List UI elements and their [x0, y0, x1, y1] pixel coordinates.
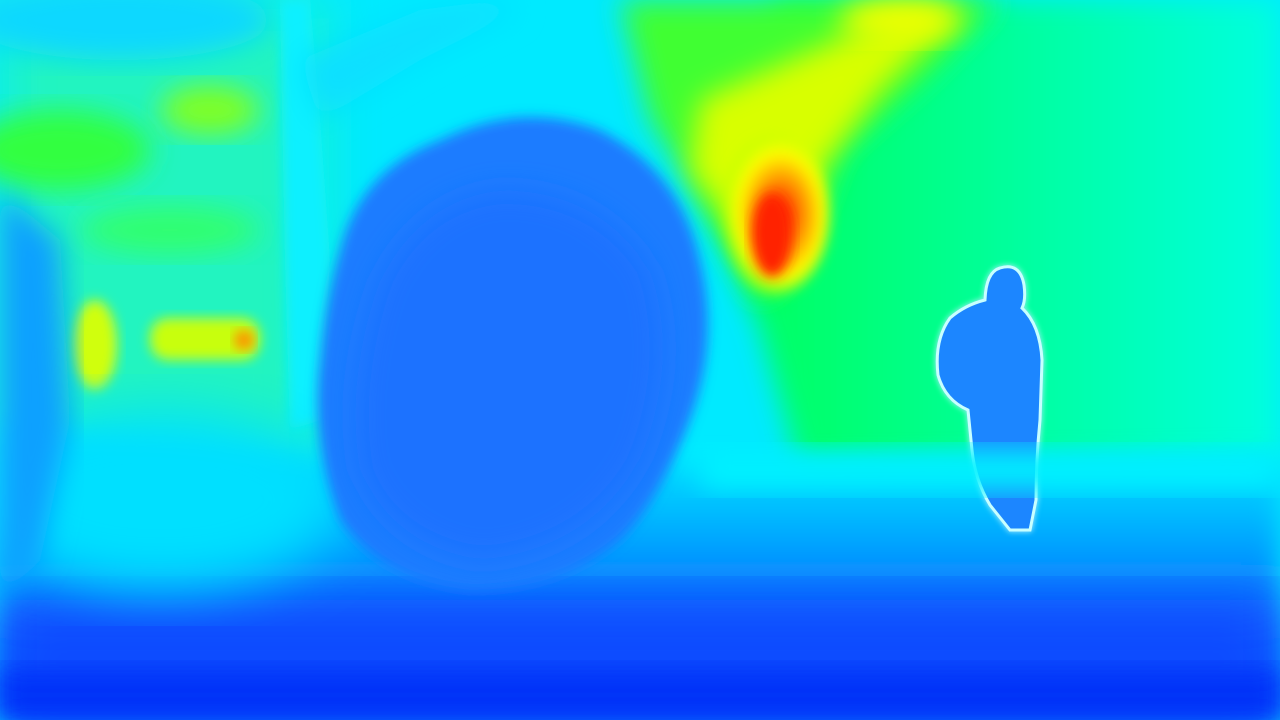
bush-core [355, 190, 663, 560]
horizon-band-right [700, 450, 1280, 490]
foliage-green-patch-3 [80, 205, 260, 255]
foliage-light-top [0, 0, 270, 60]
bottom-deep-blue [0, 670, 1280, 720]
foliage-yellow-bar-right [150, 318, 260, 360]
sky-top-yellow [840, 0, 960, 42]
left-edge-blue [0, 190, 70, 600]
foliage-green-patch-2 [160, 85, 260, 135]
foliage-orange-dot [234, 330, 254, 350]
tree-branches [300, 0, 520, 120]
sky-gap-red-core [752, 193, 792, 277]
foliage-green-patch-1 [0, 110, 150, 190]
foliage-yellow-bar-left [73, 300, 117, 390]
left-lower-haze [0, 410, 340, 590]
